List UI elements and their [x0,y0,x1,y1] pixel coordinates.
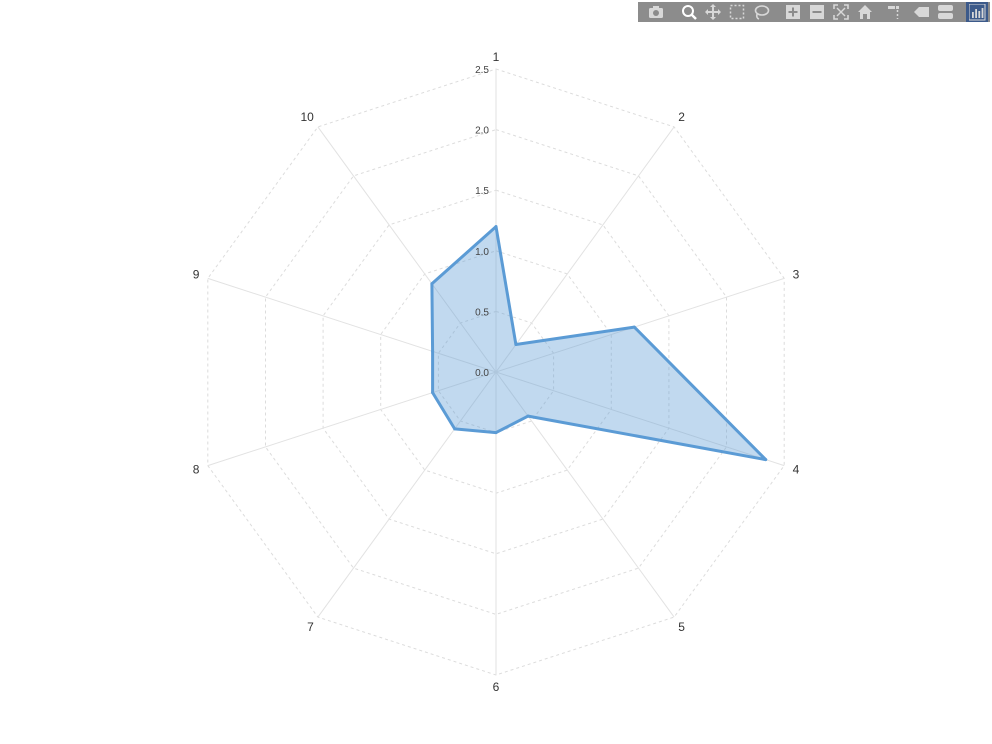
radial-tick-label: 2.0 [475,126,489,137]
pan-icon [705,4,721,20]
reset-axes-button[interactable] [854,2,876,22]
data-point [494,431,498,435]
zoom-icon [682,5,697,20]
spike-lines-icon [888,6,899,19]
lasso-select-button[interactable] [750,2,772,22]
data-point [430,282,434,286]
data-point [526,414,530,418]
autoscale-icon [833,4,849,20]
spoke-line [495,371,785,467]
category-label: 4 [793,462,800,476]
grid-ring [265,129,727,615]
category-label: 9 [193,268,200,282]
zoom-out-button[interactable] [806,2,828,22]
spoke-line [317,371,497,618]
hover-closest-button[interactable] [910,2,932,22]
spoke-line [495,371,675,618]
spoke-line [317,126,497,373]
box-select-button[interactable] [726,2,748,22]
autoscale-button[interactable] [830,2,852,22]
hover-compare-icon [938,5,953,19]
plotly-logo-button[interactable] [966,2,988,22]
spoke-line [495,126,675,373]
radial-tick-label: 0.0 [475,368,489,379]
data-point [632,325,636,329]
reset-axes-icon [858,5,872,19]
data-point [453,427,457,431]
zoom-in-button[interactable] [782,2,804,22]
grid-ring [322,189,670,555]
hover-closest-icon [914,7,929,17]
data-point [764,458,768,462]
data-point [431,391,435,395]
radial-tick-label: 0.5 [475,307,489,318]
modebar [638,2,990,22]
category-label: 1 [493,50,500,64]
lasso-select-icon [754,5,770,20]
data-layer [430,225,768,462]
camera-icon [649,6,663,18]
radial-tick-label: 1.5 [475,186,489,197]
camera-button[interactable] [645,2,667,22]
category-label: 7 [307,620,314,634]
data-point [494,225,498,229]
category-label: 5 [678,620,685,634]
label-layer: 0.0 0.5 1.0 1.5 2.0 2.5 1 2 3 4 5 6 7 8 9 10 [193,50,800,694]
zoom-button[interactable] [678,2,700,22]
pan-button[interactable] [702,2,724,22]
data-point [514,343,518,346]
data-point [431,349,435,353]
grid-layer [207,68,785,676]
spoke-line [495,277,785,373]
category-label: 8 [193,462,200,476]
category-label: 10 [300,110,314,124]
spoke-line [207,277,497,373]
category-label: 3 [793,268,800,282]
category-label: 6 [493,680,500,694]
zoom-in-icon [786,5,800,19]
plotly-logo-icon [969,4,986,21]
radial-tick-label: 2.5 [475,65,489,76]
series-area [430,225,768,462]
zoom-out-icon [810,5,824,19]
category-label: 2 [678,110,685,124]
spike-lines-button[interactable] [884,2,906,22]
spoke-line [207,371,497,467]
hover-compare-button[interactable] [934,2,956,22]
box-select-icon [729,4,745,20]
radial-tick-label: 1.0 [475,247,489,258]
